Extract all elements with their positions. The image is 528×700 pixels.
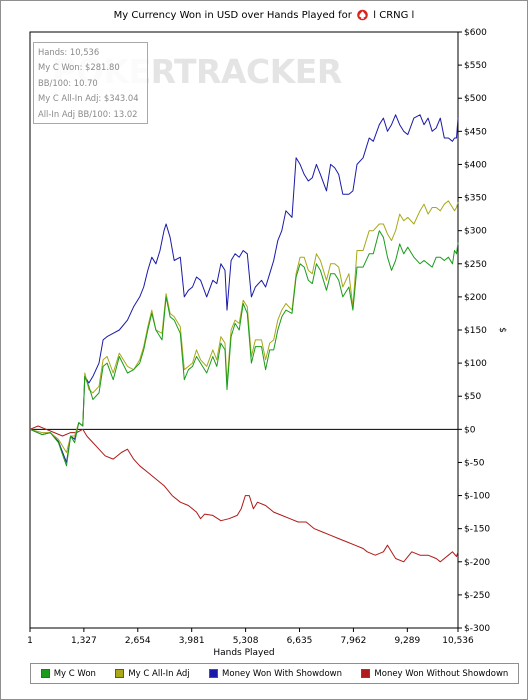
chart-title-player: l CRNG l: [373, 10, 415, 21]
legend-label-noshowdown: Money Won Without Showdown: [374, 668, 509, 679]
y-tick-label: $300: [464, 227, 487, 237]
y-tick-label: $-150: [464, 525, 490, 535]
legend-swatch-noshowdown: [361, 669, 371, 678]
x-tick-label: 3,981: [179, 636, 205, 646]
series-showdown-line: [29, 114, 459, 463]
y-tick-label: $450: [464, 127, 487, 137]
x-tick-label: 10,536: [442, 636, 474, 646]
legend-item-allin: My C All-In Adj: [115, 668, 190, 679]
series-my-c-won-line: [29, 230, 459, 467]
y-axis: $600 $550 $500 $450 $400 $350 $300 $250 $200 $150…: [458, 28, 490, 634]
stats-allin: My C All-In Adj: $343.04: [38, 93, 139, 104]
y-tick-label: $150: [464, 326, 487, 336]
y-tick-label: $-200: [464, 558, 490, 568]
y-tick-label: $-50: [464, 458, 485, 468]
legend-swatch-allin: [115, 669, 125, 678]
y-tick-label: $550: [464, 61, 487, 71]
x-axis: 1 1,327 2,654 3,981 5,308 6,635 7,962 9,289 10,5…: [27, 628, 474, 646]
x-tick-label: 6,635: [287, 636, 313, 646]
stats-allin-bb100: All-In Adj BB/100: 13.02: [38, 108, 138, 119]
legend-swatch-showdown: [209, 669, 219, 678]
x-tick-label: 7,962: [341, 636, 367, 646]
y-tick-label: $400: [464, 160, 487, 170]
series-no-showdown-line: [29, 425, 459, 563]
y-tick-label: $600: [464, 28, 487, 38]
x-tick-label: 9,289: [394, 636, 420, 646]
y-axis-label: $: [497, 327, 507, 333]
stats-won: My C Won: $281.80: [38, 62, 120, 73]
x-tick-label: 5,308: [233, 636, 259, 646]
legend-label-showdown: Money Won With Showdown: [222, 668, 342, 679]
legend-item-noshowdown: Money Won Without Showdown: [361, 669, 508, 679]
y-tick-label: $-250: [464, 591, 490, 601]
y-tick-label: $50: [464, 392, 481, 402]
stats-hands: Hands: 10,536: [38, 47, 100, 57]
chart-title-prefix: My Currency Won in USD over Hands Played…: [113, 10, 352, 21]
y-tick-label: $0: [464, 425, 476, 435]
legend-item-showdown: Money Won With Showdown: [209, 669, 342, 679]
y-tick-label: $-100: [464, 492, 490, 502]
stats-bb100: BB/100: 10.70: [38, 77, 98, 88]
y-tick-label: $100: [464, 359, 487, 369]
series-lines: [29, 114, 459, 563]
legend: My C Won My C All-In Adj Money Won With …: [30, 663, 519, 684]
y-tick-label: $200: [464, 293, 487, 303]
x-axis-label: Hands Played: [213, 648, 274, 658]
y-tick-label: $500: [464, 94, 487, 104]
legend-item-won: My C Won: [40, 668, 96, 679]
y-tick-label: $350: [464, 194, 487, 204]
x-tick-label: 2,654: [125, 636, 151, 646]
legend-label-allin: My C All-In Adj: [128, 668, 190, 679]
x-tick-label: 1,327: [71, 636, 97, 646]
y-tick-label: $250: [464, 260, 487, 270]
spade-suit-icon: [357, 9, 368, 21]
legend-label-won: My C Won: [53, 668, 96, 679]
series-all-in-adj-line: [29, 200, 459, 453]
x-tick-label: 1: [27, 636, 33, 646]
chart-title: My Currency Won in USD over Hands Played…: [0, 9, 528, 21]
legend-swatch-won: [40, 669, 50, 678]
y-tick-label: $-300: [464, 624, 490, 634]
stats-box: Hands: 10,536 My C Won: $281.80 BB/100: …: [33, 42, 148, 124]
